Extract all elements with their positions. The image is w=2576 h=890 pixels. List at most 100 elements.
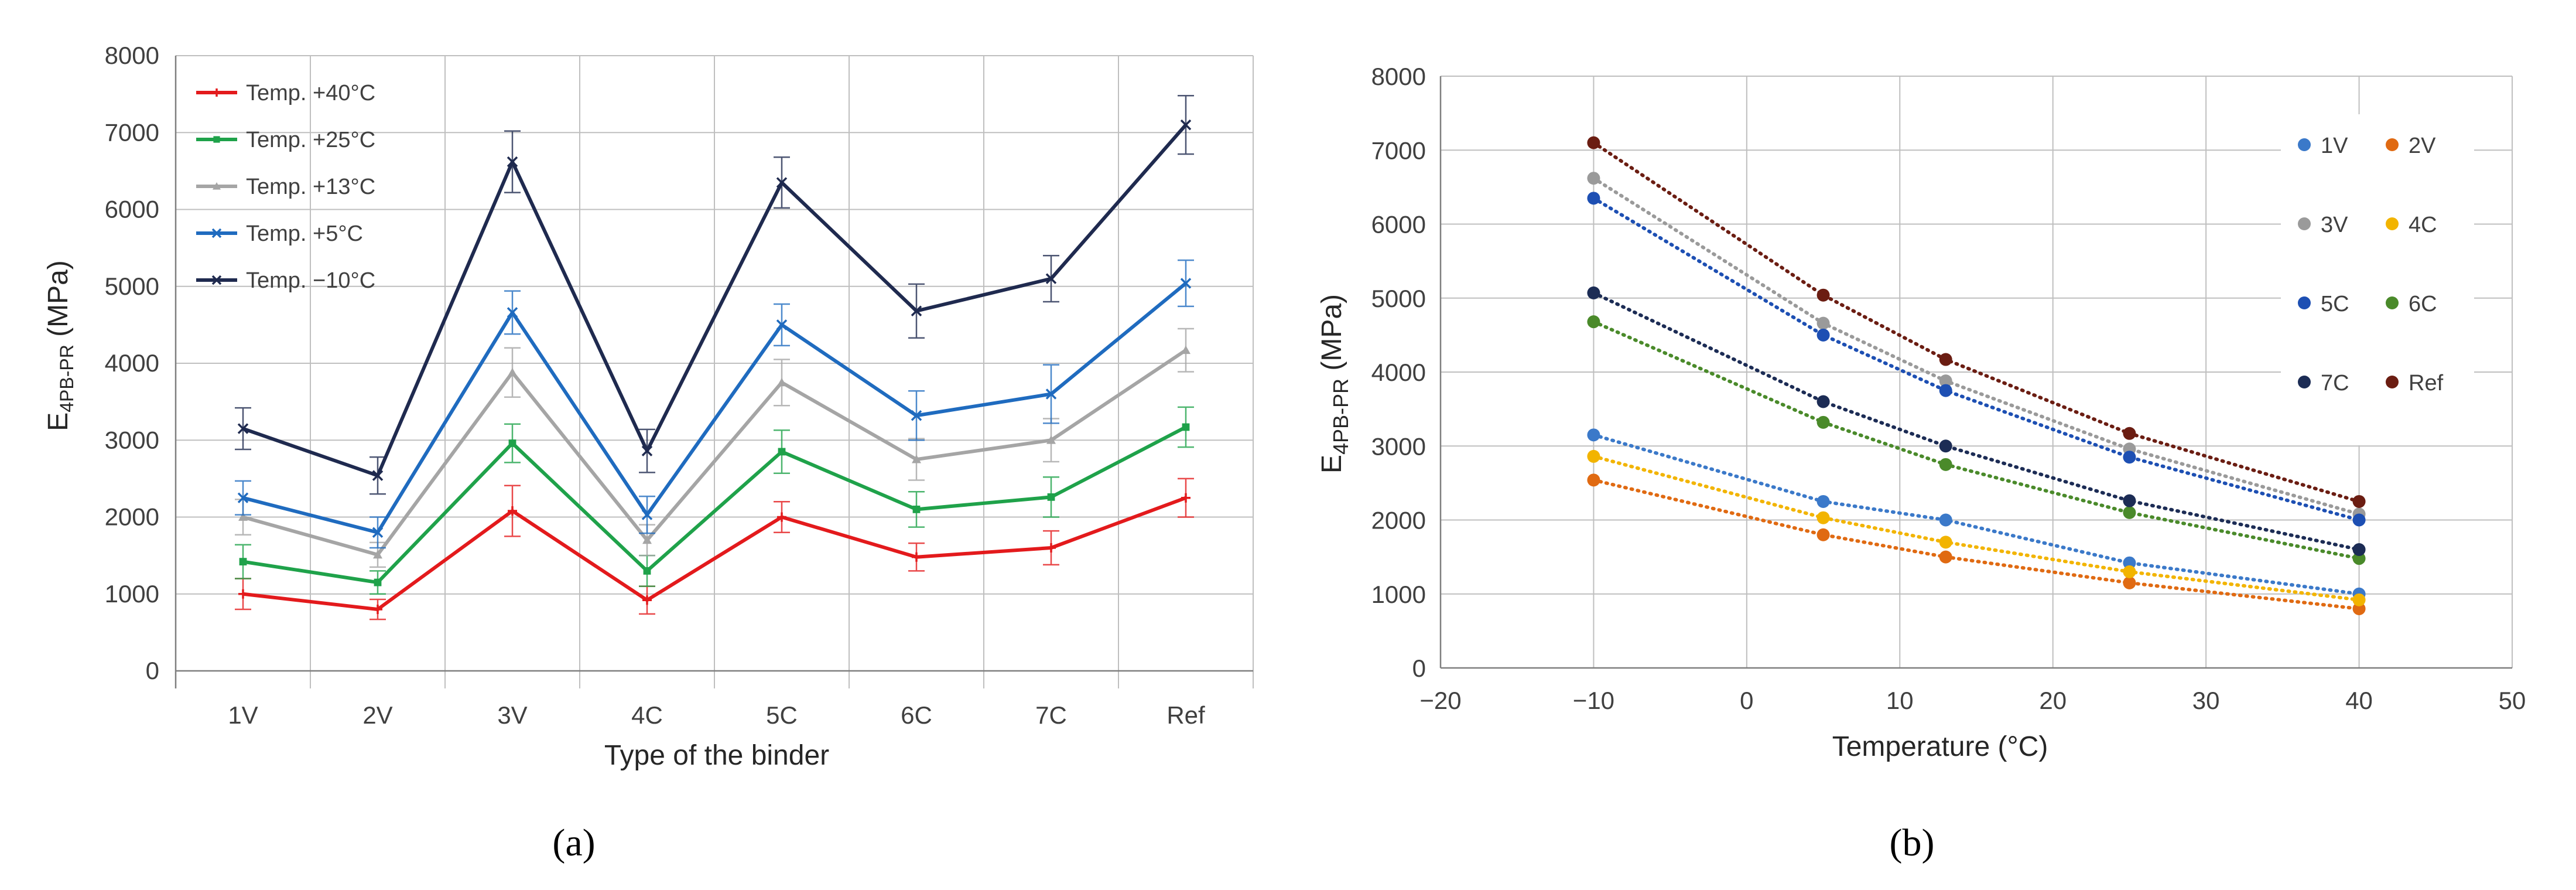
chart-b-data-point [1816, 316, 1830, 330]
chart-a-data-point [507, 307, 518, 318]
chart-b-legend-marker [2298, 217, 2311, 230]
chart-b-legend-label: 1V [2321, 134, 2348, 158]
chart-a-data-point [642, 535, 652, 544]
chart-b-data-point [2123, 494, 2136, 507]
chart-b-data-point [2352, 513, 2366, 527]
chart-b-legend-item: 2V [2386, 134, 2436, 158]
chart-b-series-1v [1587, 428, 2366, 601]
chart-b-data-point [2352, 552, 2366, 565]
chart-b-data-point [1587, 136, 1600, 149]
chart-b-data-point [1587, 473, 1600, 487]
chart-a-legend-marker [211, 228, 222, 238]
chart-a-legend-marker [213, 136, 220, 143]
chart-a-data-point [912, 505, 921, 513]
chart-b-data-point [1939, 513, 1952, 527]
chart-b-x-tick-labels: −20 −10 0 10 20 30 40 50 [1419, 687, 2526, 714]
chart-a-data-point [1045, 273, 1057, 284]
chart-b-legend-marker [2386, 296, 2399, 309]
chart-a-x-tick-label: Ref [1166, 701, 1205, 729]
chart-a-y-tick-label: 5000 [105, 272, 159, 300]
chart-a-data-point [238, 589, 248, 599]
chart-a-series-3 [235, 328, 1194, 568]
chart-a-legend-marker [211, 275, 222, 285]
chart-a-y-tick-label: 1000 [105, 580, 159, 608]
chart-b-x-axis-title: Temperature (°C) [1832, 731, 2048, 762]
chart-b-y-axis-title-main: E [1316, 455, 1347, 473]
chart-b-legend-label: Ref [2409, 371, 2444, 395]
chart-b-data-point [1587, 286, 1600, 299]
chart-a-data-point [1046, 543, 1056, 553]
chart-b-data-point [1939, 536, 1952, 549]
chart-b-x-tick-label: −10 [1573, 687, 1614, 714]
chart-b-data-point [1939, 353, 1952, 366]
chart-a-data-point [776, 177, 788, 188]
chart-a-y-tick-label: 4000 [105, 349, 159, 377]
chart-b-legend: 1V 2V 3V 4C 5C 6C 7C Ref [2298, 134, 2444, 395]
chart-a-data-point [508, 506, 517, 516]
chart-a-data-point [777, 377, 786, 387]
chart-a-data-point [374, 578, 382, 586]
chart-a-x-tick-label: 7C [1035, 701, 1067, 729]
chart-b-series-5c [1587, 192, 2366, 527]
chart-a-y-axis-title-unit: (MPa) [43, 260, 74, 345]
chart-b-x-tick-label: 20 [2039, 687, 2067, 714]
chart-b-legend-marker [2386, 138, 2399, 151]
chart-a-data-point [239, 558, 247, 566]
chart-a-y-tick-label: 3000 [105, 426, 159, 453]
chart-b-trendline [1592, 176, 2361, 516]
chart-a-data-point [373, 550, 382, 559]
chart-a-data-point [641, 445, 653, 456]
chart-b-trendline [1592, 433, 2361, 596]
chart-b-data-point [2123, 427, 2136, 440]
chart-b-x-tick-label: 0 [1740, 687, 1753, 714]
chart-a: 0 1000 2000 3000 4000 5000 6000 7000 8000 1V 2V 3V… [43, 42, 1254, 771]
chart-b-legend-item: 7C [2298, 371, 2349, 395]
chart-a-y-tick-label: 0 [146, 657, 159, 684]
chart-a-data-point [912, 455, 921, 463]
chart-a-series-line [242, 282, 1187, 534]
chart-a-legend-label: Temp. −10°C [246, 268, 375, 293]
chart-b-y-tick-label: 5000 [1371, 285, 1426, 312]
chart-a-x-tick-label: 2V [362, 701, 392, 729]
chart-a-y-tick-label: 2000 [105, 503, 159, 531]
chart-b-data-point [2123, 565, 2136, 578]
chart-b-trendline [1592, 141, 2361, 503]
chart-a-x-tick-label: 5C [766, 701, 798, 729]
chart-b-series-7c [1587, 286, 2366, 556]
chart-a-data-point [1180, 119, 1192, 131]
chart-b-data-point [2123, 556, 2136, 570]
chart-b-y-axis-title-sub: 4PB-PR [1329, 378, 1353, 455]
chart-a-series-1 [235, 478, 1194, 620]
chart-a-data-point [911, 305, 922, 316]
chart-a-legend-item: Temp. +13°C [196, 175, 375, 199]
chart-b-y-tick-label: 7000 [1371, 137, 1426, 164]
chart-b-y-tick-label: 8000 [1371, 63, 1426, 90]
chart-b-y-axis-title: E4PB-PR (MPa) [1316, 294, 1353, 473]
chart-a-data-point [776, 319, 788, 330]
chart-b-data-point [1816, 415, 1830, 429]
chart-a-legend: Temp. +40°C Temp. +25°C Temp. +13°C Temp. +… [196, 81, 375, 293]
chart-b-y-tick-label: 0 [1412, 654, 1426, 682]
chart-a-legend-label: Temp. +5°C [246, 221, 363, 246]
chart-b-data-point [2123, 576, 2136, 589]
chart-b-y-tick-label: 3000 [1371, 432, 1426, 460]
chart-a-legend-marker [213, 182, 221, 190]
chart-a-data-point [237, 492, 249, 503]
chart-b-data-point [2352, 602, 2366, 615]
chart-b-trendline [1592, 291, 2361, 551]
chart-b-trendline [1592, 320, 2361, 561]
chart-b-legend-label: 4C [2409, 213, 2437, 237]
chart-a-data-point [1181, 493, 1190, 503]
chart-b-data-point [1939, 550, 1952, 564]
chart-a-data-point [641, 509, 653, 520]
chart-b-y-tick-label: 4000 [1371, 359, 1426, 386]
chart-a-data-point [1047, 493, 1055, 501]
chart-b-data-point [1939, 374, 1952, 388]
chart-b-data-point [1587, 315, 1600, 329]
panel-label-a: (a) [552, 821, 595, 864]
chart-a-y-tick-label: 8000 [105, 42, 159, 69]
chart-a-data-point [643, 567, 651, 575]
chart-a-series [235, 95, 1194, 620]
chart-a-y-axis-title-main: E [43, 412, 74, 431]
chart-b-x-tick-label: 40 [2345, 687, 2373, 714]
